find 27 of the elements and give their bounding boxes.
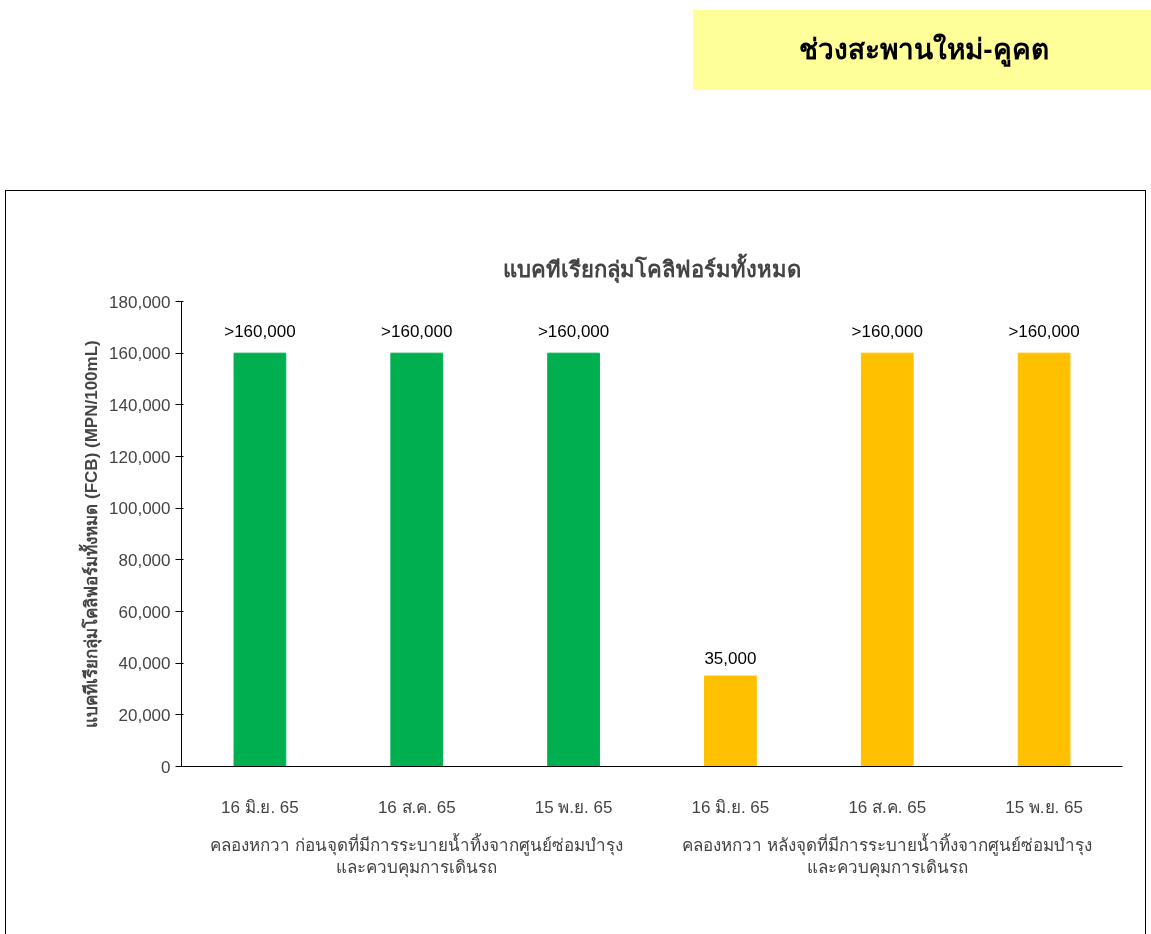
text: คลองหกวา ก่อนจุดที่มีการระบายน้ำทิ้งจากศูนย์ซ่อมบำรุง และควบคุมการเดินรถ bbox=[210, 832, 624, 879]
x-tick-label: 16 ส.ค. 65 bbox=[377, 797, 456, 817]
y-tick-label: 100,000 bbox=[109, 499, 171, 519]
data-label: >160,000 bbox=[224, 322, 296, 342]
x-tick-label: 16 มิ.ย. 65 bbox=[691, 797, 770, 817]
data-label: >160,000 bbox=[851, 322, 923, 342]
x-tick-label: 15 พ.ย. 65 bbox=[1005, 797, 1083, 817]
chart-subtitle: ช่วงสะพานใหม่-คูคต bbox=[693, 10, 1151, 90]
data-label: >160,000 bbox=[1008, 322, 1080, 342]
data-label: 35,000 bbox=[704, 649, 757, 669]
x-tick-label: 15 พ.ย. 65 bbox=[534, 797, 613, 817]
y-tick-label: 120,000 bbox=[109, 447, 171, 467]
data-label: >160,000 bbox=[381, 322, 453, 342]
y-tick-label: 60,000 bbox=[118, 602, 171, 622]
chart-title: แบคทีเรียกลุ่มโคลิฟอร์มทั้งหมด bbox=[503, 252, 801, 284]
text: คลองหกวา หลังจุดที่มีการระบายน้ำทิ้งจากศูนย์ซ่อมบำรุง และควบคุมการเดินรถ bbox=[682, 832, 1093, 879]
y-tick-label: 0 bbox=[161, 757, 171, 777]
y-tick-label: 160,000 bbox=[109, 344, 171, 364]
y-tick-label: 40,000 bbox=[118, 654, 171, 674]
y-axis-title: แบคทีเรียกลุ่มโคลิฟอร์มทั้งหมด (FCB) (MPN/100mL) bbox=[78, 340, 103, 728]
data-label: >160,000 bbox=[537, 322, 610, 342]
y-tick-label: 20,000 bbox=[118, 705, 171, 725]
x-tick-label: 16 มิ.ย. 65 bbox=[221, 797, 299, 817]
y-tick-label: 180,000 bbox=[109, 292, 171, 312]
y-tick-label: 140,000 bbox=[109, 395, 171, 415]
y-tick-label: 80,000 bbox=[118, 550, 171, 570]
x-tick-label: 16 ส.ค. 65 bbox=[848, 797, 927, 817]
